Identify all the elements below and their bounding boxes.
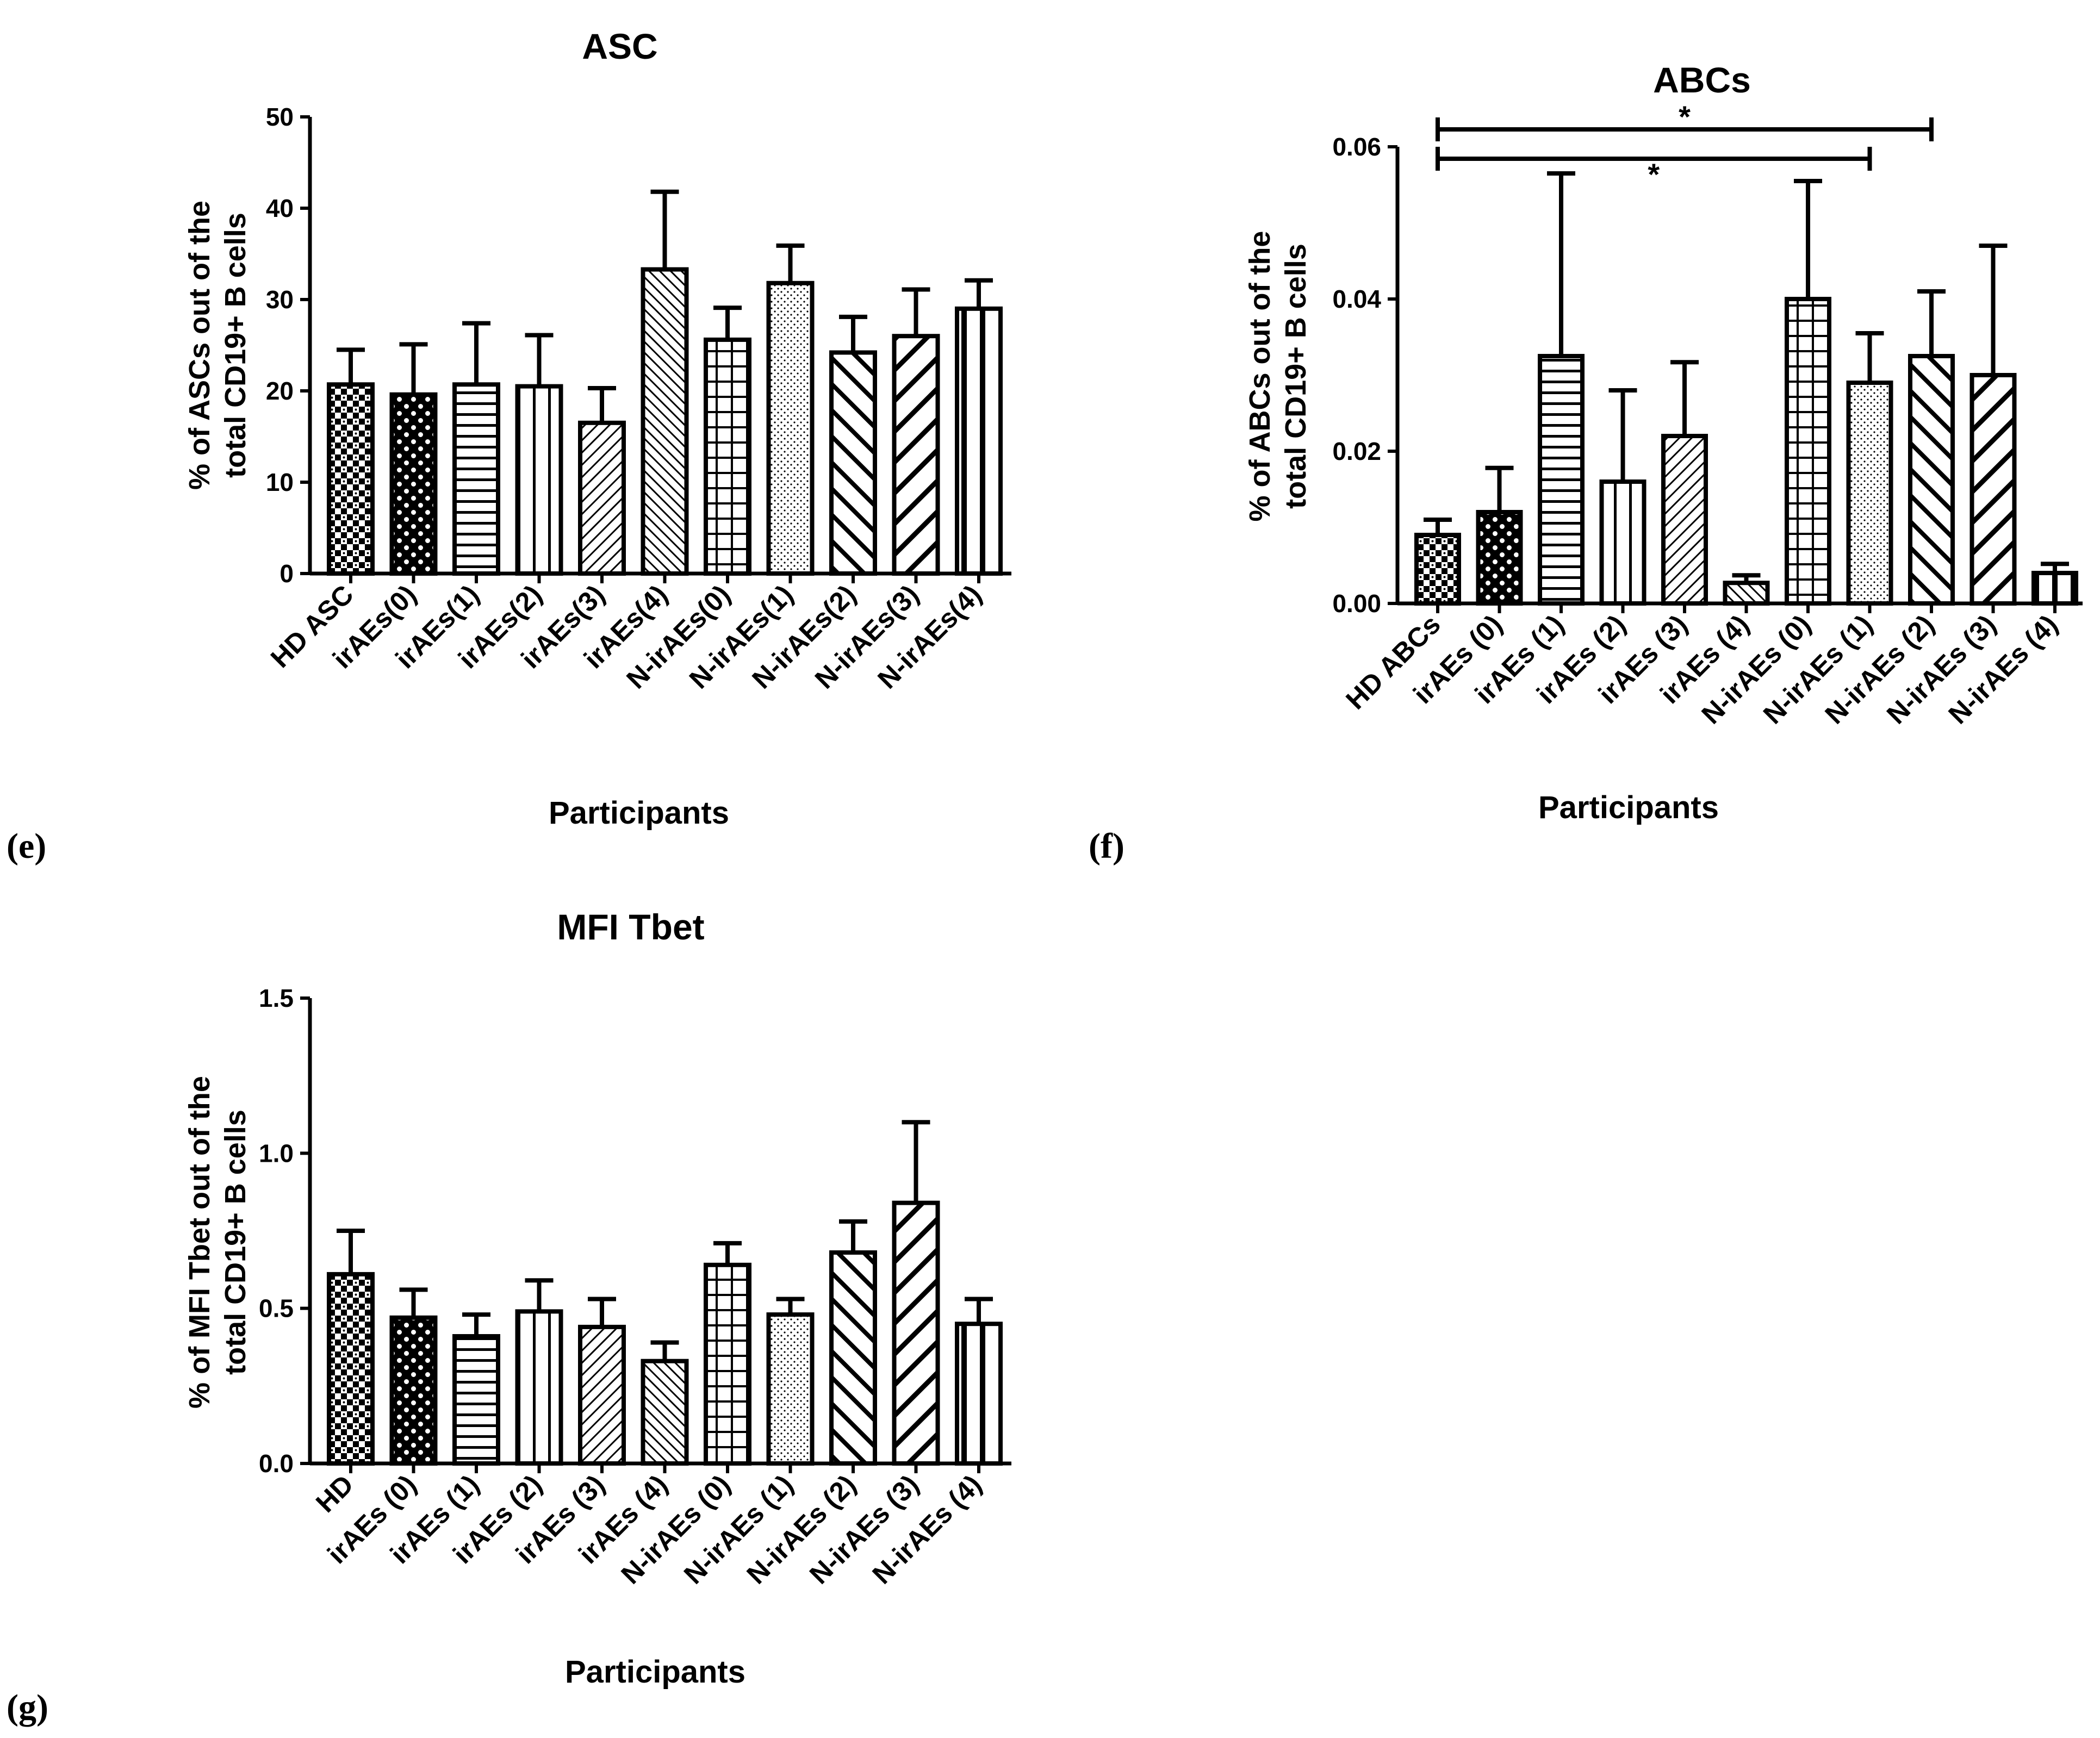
- y-tick-label: 0: [279, 559, 294, 588]
- chart-abcs: ABCs 0.00 0.02 0.04 0.06 % of ABCs out of the…: [1089, 60, 2083, 866]
- x-axis-label: Participants: [1538, 790, 1719, 825]
- x-axis-label: Participants: [565, 1654, 745, 1690]
- bar-1: [1414, 533, 1461, 606]
- bar-6: [1723, 581, 1770, 606]
- y-tick-label: 50: [266, 103, 294, 131]
- y-tick-label: 0.02: [1332, 437, 1381, 465]
- chart-title: MFI Tbet: [557, 907, 704, 947]
- bar-1: [327, 1272, 375, 1466]
- bar-2: [389, 1315, 438, 1466]
- bar-7: [704, 337, 751, 576]
- chart-asc: ASC 0 10 20 30 40 50 % of ASCs out of the total …: [7, 26, 1011, 866]
- bar-4: [1599, 479, 1647, 606]
- bar-5: [1661, 434, 1708, 606]
- bar-6: [641, 1359, 689, 1466]
- y-axis-label-line: total CD19+ B cells: [1279, 244, 1312, 509]
- bar-4: [515, 1309, 563, 1466]
- y-axis-label-line: % of ABCs out of the: [1244, 231, 1276, 522]
- y-tick-label: 40: [266, 194, 294, 222]
- chart-title: ABCs: [1653, 60, 1751, 100]
- panel-label: (e): [7, 826, 46, 866]
- x-axis-label: Participants: [549, 795, 729, 831]
- y-axis-label: % of MFI Tbet out of the total CD19+ B ce…: [183, 1076, 252, 1409]
- y-tick-label: 0.5: [259, 1294, 294, 1323]
- bar-9: [829, 350, 877, 576]
- y-axis-label-line: % of ASCs out of the: [183, 201, 216, 490]
- y-tick-label: 1.0: [259, 1139, 294, 1167]
- bar-7: [1785, 297, 1831, 606]
- bar-9: [1908, 354, 1955, 606]
- bar-11: [955, 1322, 1003, 1466]
- bar-11: [955, 306, 1003, 576]
- y-tick-label: 20: [266, 377, 294, 405]
- bar-9: [829, 1250, 877, 1466]
- bar-8: [1846, 381, 1893, 606]
- y-tick-label: 1.5: [259, 984, 294, 1012]
- bar-4: [515, 384, 563, 576]
- bar-5: [578, 1324, 626, 1466]
- y-tick-label: 0.0: [259, 1449, 294, 1478]
- panel-label: (f): [1089, 826, 1124, 866]
- y-axis-label: % of ABCs out of the total CD19+ B cells: [1244, 231, 1312, 522]
- y-tick-label: 10: [266, 468, 294, 496]
- bar-6: [641, 267, 689, 576]
- bar-3: [452, 1334, 500, 1466]
- bar-10: [1969, 373, 2017, 606]
- bar-5: [578, 420, 626, 576]
- bar-10: [892, 1200, 940, 1466]
- bar-3: [452, 382, 500, 576]
- bar-2: [1476, 510, 1523, 606]
- bar-8: [766, 281, 815, 576]
- bar-3: [1538, 354, 1585, 606]
- y-axis-label: % of ASCs out of the total CD19+ B cells: [183, 201, 252, 490]
- bar-7: [704, 1262, 751, 1466]
- bar-8: [766, 1312, 815, 1466]
- bar-11: [2031, 571, 2078, 606]
- x-tick-label: HD: [310, 1469, 359, 1518]
- y-tick-label: 0.06: [1332, 133, 1381, 161]
- bar-2: [389, 392, 438, 576]
- chart-title: ASC: [582, 26, 657, 66]
- significance-label: *: [1679, 99, 1691, 134]
- y-tick-label: 0.00: [1332, 589, 1381, 618]
- y-tick-label: 30: [266, 285, 294, 314]
- y-axis-label-line: total CD19+ B cells: [219, 213, 252, 478]
- y-tick-label: 0.04: [1332, 285, 1381, 313]
- panel-label: (g): [7, 1687, 48, 1727]
- bar-10: [892, 334, 940, 576]
- bar-1: [327, 382, 375, 576]
- y-axis-label-line: % of MFI Tbet out of the: [183, 1076, 216, 1409]
- y-axis-label-line: total CD19+ B cells: [219, 1110, 252, 1375]
- significance-label: *: [1648, 157, 1660, 191]
- chart-mfi-tbet: MFI Tbet 0.0 0.5 1.0 1.5 % of MFI Tbet out of…: [7, 907, 1011, 1727]
